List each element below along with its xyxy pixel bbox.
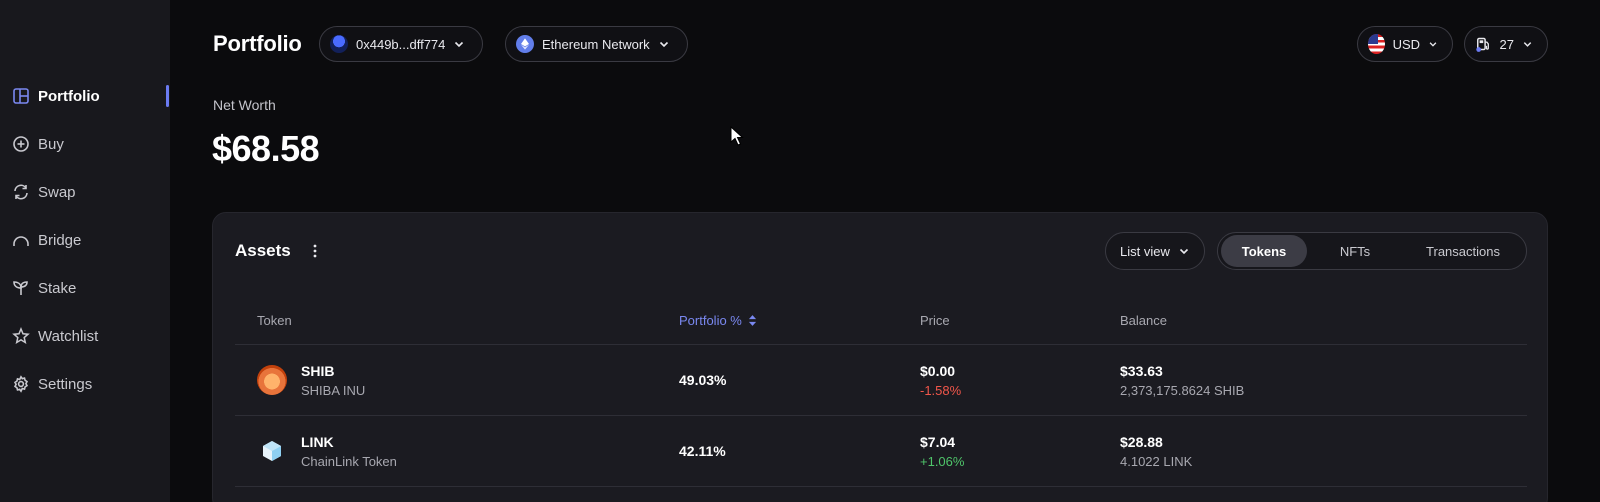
sidebar-item-swap[interactable]: Swap [12,180,76,204]
sidebar-item-portfolio[interactable]: Portfolio [12,84,100,108]
sidebar-item-label: Swap [38,183,76,201]
active-nav-indicator [166,85,169,107]
token-price: $0.00 [920,363,956,379]
sidebar-item-stake[interactable]: Stake [12,276,76,300]
mouse-cursor-icon [730,126,744,146]
token-symbol: LINK [301,434,334,450]
bridge-icon [12,231,30,249]
portfolio-icon [12,87,30,105]
sort-icon [748,315,756,326]
wallet-selector[interactable]: 0x449b...dff774 [319,26,483,62]
token-price: $7.04 [920,434,956,450]
assets-tabs: Tokens NFTs Transactions [1217,232,1527,270]
sidebar-item-label: Buy [38,135,64,153]
chevron-down-icon [1429,42,1437,47]
sidebar: Portfolio Buy Swap Bridge Stake [0,0,170,502]
table-row[interactable]: SHIB SHIBA INU 49.03% $0.00 -1.58% $33.6… [235,345,1527,415]
token-portfolio-percent: 49.03% [679,372,727,388]
assets-card: Assets List view Tokens NFTs Transaction… [212,212,1548,502]
column-header-portfolio[interactable]: Portfolio % [679,313,757,328]
column-header-token[interactable]: Token [257,313,292,328]
page-title: Portfolio [213,31,302,56]
tab-transactions[interactable]: Transactions [1426,243,1500,259]
chevron-down-icon [455,41,464,48]
currency-label: USD [1392,36,1421,52]
sidebar-item-bridge[interactable]: Bridge [12,228,81,252]
tab-nfts[interactable]: NFTs [1339,243,1371,259]
table-row[interactable]: LINK ChainLink Token 42.11% $7.04 +1.06%… [235,416,1527,486]
sprout-icon [12,279,30,297]
shib-token-icon [257,365,287,395]
networth-value: $68.58 [212,128,320,169]
chevron-down-icon [1179,248,1189,255]
token-portfolio-percent: 42.11% [679,443,726,459]
more-options-icon[interactable] [311,243,319,259]
swap-icon [12,183,30,201]
gas-pump-icon [1476,37,1489,52]
chainlink-token-icon [257,436,287,466]
divider [235,415,1527,416]
network-name: Ethereum Network [542,36,650,52]
sidebar-item-watchlist[interactable]: Watchlist [12,324,98,348]
token-symbol: SHIB [301,363,335,379]
network-selector[interactable]: Ethereum Network [505,26,688,62]
divider [235,344,1527,345]
token-balance-quantity: 2,373,175.8624 SHIB [1120,383,1245,398]
gas-selector[interactable]: 27 [1464,26,1548,62]
chevron-down-icon [1523,42,1532,47]
divider [235,486,1527,487]
token-name: SHIBA INU [301,383,366,398]
gear-icon [12,375,30,393]
token-price-change: +1.06% [920,454,965,469]
sidebar-item-label: Bridge [38,231,82,249]
sidebar-item-label: Portfolio [38,87,100,105]
column-header-label: Portfolio % [679,313,742,328]
assets-title: Assets [235,241,291,260]
gas-value: 27 [1499,36,1514,52]
token-balance-value: $28.88 [1120,434,1163,450]
column-header-balance[interactable]: Balance [1120,313,1167,328]
ethereum-icon [516,35,534,53]
view-mode-label: List view [1120,243,1170,259]
networth-label: Net Worth [213,97,276,113]
chevron-down-icon [659,41,668,48]
wallet-avatar-icon [330,35,348,53]
view-mode-select[interactable]: List view [1105,232,1205,270]
plus-circle-icon [12,135,30,153]
token-balance-quantity: 4.1022 LINK [1120,454,1193,469]
wallet-address: 0x449b...dff774 [356,36,446,52]
star-icon [12,327,30,345]
sidebar-item-label: Stake [38,279,77,297]
token-name: ChainLink Token [301,454,397,469]
sidebar-item-label: Settings [38,375,93,393]
column-header-price[interactable]: Price [920,313,950,328]
sidebar-item-settings[interactable]: Settings [12,372,92,396]
sidebar-item-label: Watchlist [38,327,99,345]
tab-tokens[interactable]: Tokens [1221,235,1307,267]
currency-selector[interactable]: USD [1357,26,1453,62]
token-balance-value: $33.63 [1120,363,1163,379]
sidebar-item-buy[interactable]: Buy [12,132,64,156]
token-price-change: -1.58% [920,383,962,398]
us-flag-icon [1368,34,1385,54]
